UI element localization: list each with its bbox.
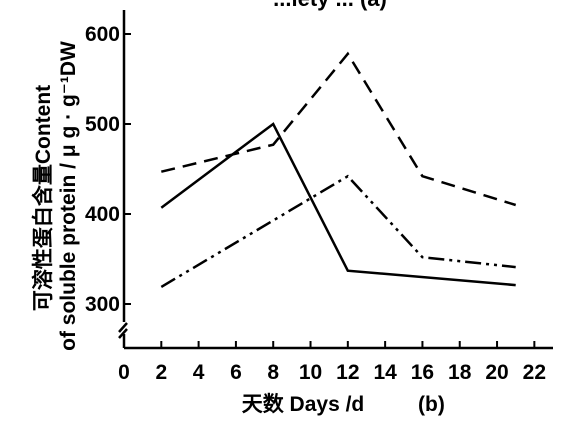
- y-tick-label: 600: [85, 23, 120, 46]
- x-tick-label: 16: [411, 361, 434, 384]
- x-tick-label: 14: [373, 361, 397, 384]
- x-tick-label: 4: [193, 361, 205, 384]
- y-axis-title-line2: of soluble protein / μ g · g⁻¹DW: [57, 41, 80, 351]
- x-tick-label: 22: [523, 361, 546, 384]
- x-tick-label: 10: [299, 361, 322, 384]
- x-tick-label: 20: [485, 361, 508, 384]
- x-axis-title: 天数 Days /d: [242, 393, 365, 416]
- x-tick-label: 2: [155, 361, 167, 384]
- series-line-dash-dot-dot: [160, 174, 516, 288]
- axes: [118, 10, 553, 350]
- y-tick-label: 400: [85, 203, 120, 226]
- chart-title: ...iety ... (a): [273, 0, 387, 11]
- y-tick-label: 500: [85, 113, 120, 136]
- x-tick-label: 6: [230, 361, 242, 384]
- x-axis-title-suffix: (b): [418, 393, 445, 416]
- y-tick-label: 300: [85, 293, 120, 316]
- x-tick-label: 8: [267, 361, 279, 384]
- y-axis-ticks: 300 400 500 600: [85, 23, 131, 316]
- x-tick-label: 18: [448, 361, 472, 384]
- series-line-solid: [160, 122, 516, 287]
- series-line-dashed: [161, 51, 517, 207]
- x-axis-ticks: 0 2 4 6 8 10 12 14 16 18 20 22: [118, 341, 546, 384]
- y-axis-title-line1: 可溶性蛋白含量Content: [31, 85, 55, 311]
- x-tick-label: 0: [118, 361, 130, 384]
- series-layer: [160, 51, 517, 288]
- axis-break-mark: [118, 328, 128, 339]
- x-tick-label: 12: [336, 361, 359, 384]
- axis-break-mark: [118, 322, 128, 333]
